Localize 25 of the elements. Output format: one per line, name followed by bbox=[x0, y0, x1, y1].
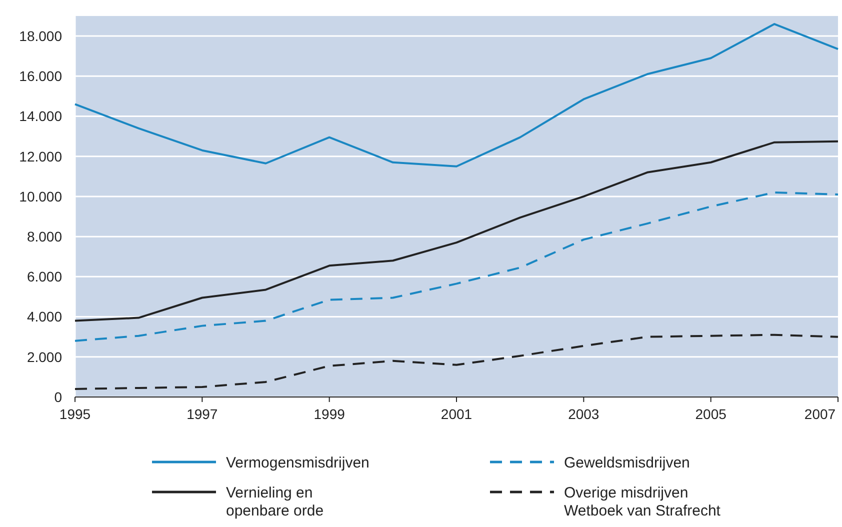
line-series bbox=[74, 191, 839, 342]
legend-label: Overige misdrijven Wetboek van Strafrecht bbox=[564, 484, 722, 520]
y-tick-label: 14.000 bbox=[19, 108, 62, 124]
line-series bbox=[74, 140, 839, 322]
x-tick-label: 2001 bbox=[440, 406, 472, 422]
x-tick-label: 1995 bbox=[59, 406, 91, 422]
y-tick-label: 0 bbox=[54, 388, 62, 405]
x-tick-label: 2005 bbox=[695, 406, 727, 422]
y-tick-label: 16.000 bbox=[19, 68, 62, 84]
x-tick-label: 1999 bbox=[314, 406, 346, 422]
line-series bbox=[74, 23, 839, 168]
y-tick-label: 2.000 bbox=[26, 348, 62, 365]
y-tick-label: 6.000 bbox=[26, 268, 62, 285]
y-tick-label: 10.000 bbox=[19, 188, 62, 204]
y-tick-label: 4.000 bbox=[26, 308, 62, 325]
legend-label: Vernieling en openbare orde bbox=[226, 484, 324, 520]
y-tick-label: 18.000 bbox=[19, 28, 62, 44]
y-tick-label: 12.000 bbox=[19, 148, 62, 164]
legend-label: Geweldsmisdrijven bbox=[564, 454, 690, 472]
x-tick-label: 1997 bbox=[186, 406, 218, 422]
x-tick-label: 2007 bbox=[804, 406, 836, 422]
line-series bbox=[74, 334, 839, 390]
x-tick-label: 2003 bbox=[568, 406, 600, 422]
legend-label: Vermogensmisdrijven bbox=[226, 454, 370, 472]
y-tick-label: 8.000 bbox=[26, 228, 62, 244]
